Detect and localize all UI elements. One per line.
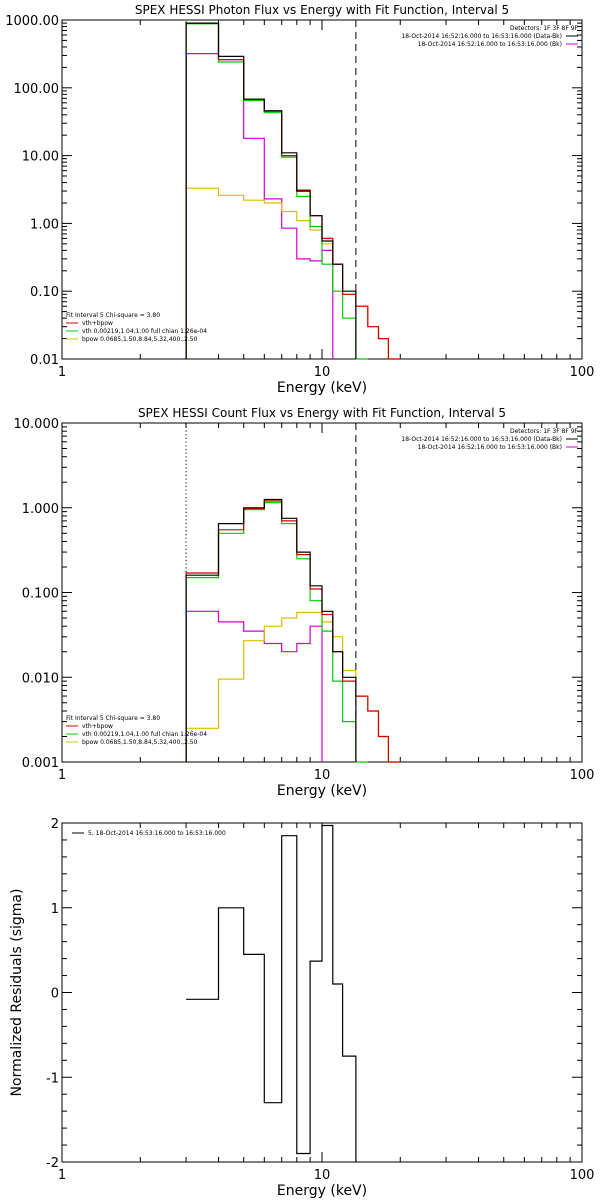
y-tick-label: 2 — [51, 817, 59, 832]
x-tick-label: 10 — [314, 1168, 331, 1183]
y-axis-label: Normalized Residuals (sigma) — [9, 889, 25, 1097]
chart-title: SPEX HESSI Count Flux vs Energy with Fit… — [138, 406, 506, 420]
x-tick-label: 10 — [314, 365, 331, 380]
series-bk — [185, 610, 323, 762]
legend-entry-label: 5, 18-Oct-2014 16:53:16.000 to 16:53:16.… — [88, 830, 226, 837]
y-tick-label: 10.00 — [22, 150, 59, 165]
y-tick-label: 0 — [51, 987, 59, 1002]
x-tick-label: 1 — [58, 365, 66, 380]
series-data-bk — [185, 498, 357, 762]
legend-entry-label: 18-Oct-2014 16:52:16.000 to 16:53:16.000… — [418, 444, 562, 451]
y-tick-label: 1.000 — [22, 502, 59, 517]
legend-detectors: Detectors: 1F 3F 8F 9F — [510, 25, 579, 32]
legend-entry-label: bpow 0.0685,1.50,8.84,5.32,400.,2.50 — [82, 336, 198, 343]
y-tick-label: 0.10 — [30, 285, 59, 300]
y-tick-label: 0.01 — [30, 353, 59, 368]
legend-entry-label: vth 0.00219,1.04,1.00 full chian 1.26e-0… — [82, 328, 207, 335]
x-axis-label: Energy (keV) — [277, 783, 367, 799]
x-tick-label: 10 — [314, 768, 331, 783]
series-bpow — [185, 611, 401, 763]
x-tick-label: 1 — [58, 768, 66, 783]
legend-entry-label: vth+bpow — [82, 320, 113, 327]
y-tick-label: 100.00 — [14, 82, 60, 97]
series-bpow — [185, 187, 401, 360]
legend-entry-label: vth+bpow — [82, 723, 113, 730]
legend-entry-label: vth 0.00219,1.04,1.00 full chian 1.26e-0… — [82, 731, 207, 738]
legend-entry-label: bpow 0.0685,1.50,8.84,5.32,400.,2.50 — [82, 739, 198, 746]
legend-entry-label: 18-Oct-2014 16:52:16.000 to 16:53:16.000… — [401, 436, 562, 443]
x-tick-label: 100 — [570, 1168, 595, 1183]
y-tick-label: 1.00 — [30, 217, 59, 232]
x-axis-label: Energy (keV) — [277, 1183, 367, 1199]
chart-title: SPEX HESSI Photon Flux vs Energy with Fi… — [135, 3, 509, 17]
legend-fit-title: Fit Interval 5 Chi-square = 3.80 — [66, 715, 160, 722]
y-tick-label: 0.010 — [22, 671, 59, 686]
legend-entry-label: 18-Oct-2014 16:52:16.000 to 16:53:16.000… — [401, 33, 562, 40]
x-tick-label: 100 — [570, 365, 595, 380]
y-tick-label: 0.100 — [22, 587, 59, 602]
chart-panel-2: SPEX HESSI Count Flux vs Energy with Fit… — [14, 406, 595, 799]
y-tick-label: -1 — [46, 1071, 59, 1086]
y-tick-label: -2 — [46, 1156, 59, 1171]
legend-detectors: Detectors: 1F 3F 8F 9F — [510, 428, 579, 435]
series-vth — [185, 502, 368, 763]
chart-panel-1: SPEX HESSI Photon Flux vs Energy with Fi… — [5, 3, 594, 396]
x-tick-label: 1 — [58, 1168, 66, 1183]
y-tick-label: 10.000 — [14, 417, 60, 432]
y-tick-label: 1000.00 — [5, 14, 59, 29]
x-tick-label: 100 — [570, 768, 595, 783]
x-axis-label: Energy (keV) — [277, 380, 367, 396]
y-tick-label: 1 — [51, 902, 59, 917]
legend-entry-label: 18-Oct-2014 16:52:16.000 to 16:53:16.000… — [418, 41, 562, 48]
plot-frame — [61, 19, 583, 360]
series-residuals — [186, 824, 357, 1162]
series-vth — [185, 23, 368, 360]
series-data-bk — [185, 22, 357, 359]
legend-fit-title: Fit Interval 5 Chi-square = 3.80 — [66, 312, 160, 319]
y-tick-label: 0.001 — [22, 756, 59, 771]
